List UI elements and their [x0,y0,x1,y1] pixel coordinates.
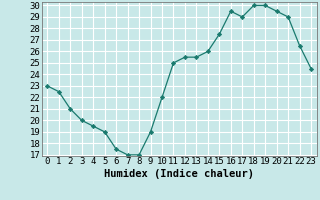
X-axis label: Humidex (Indice chaleur): Humidex (Indice chaleur) [104,169,254,179]
